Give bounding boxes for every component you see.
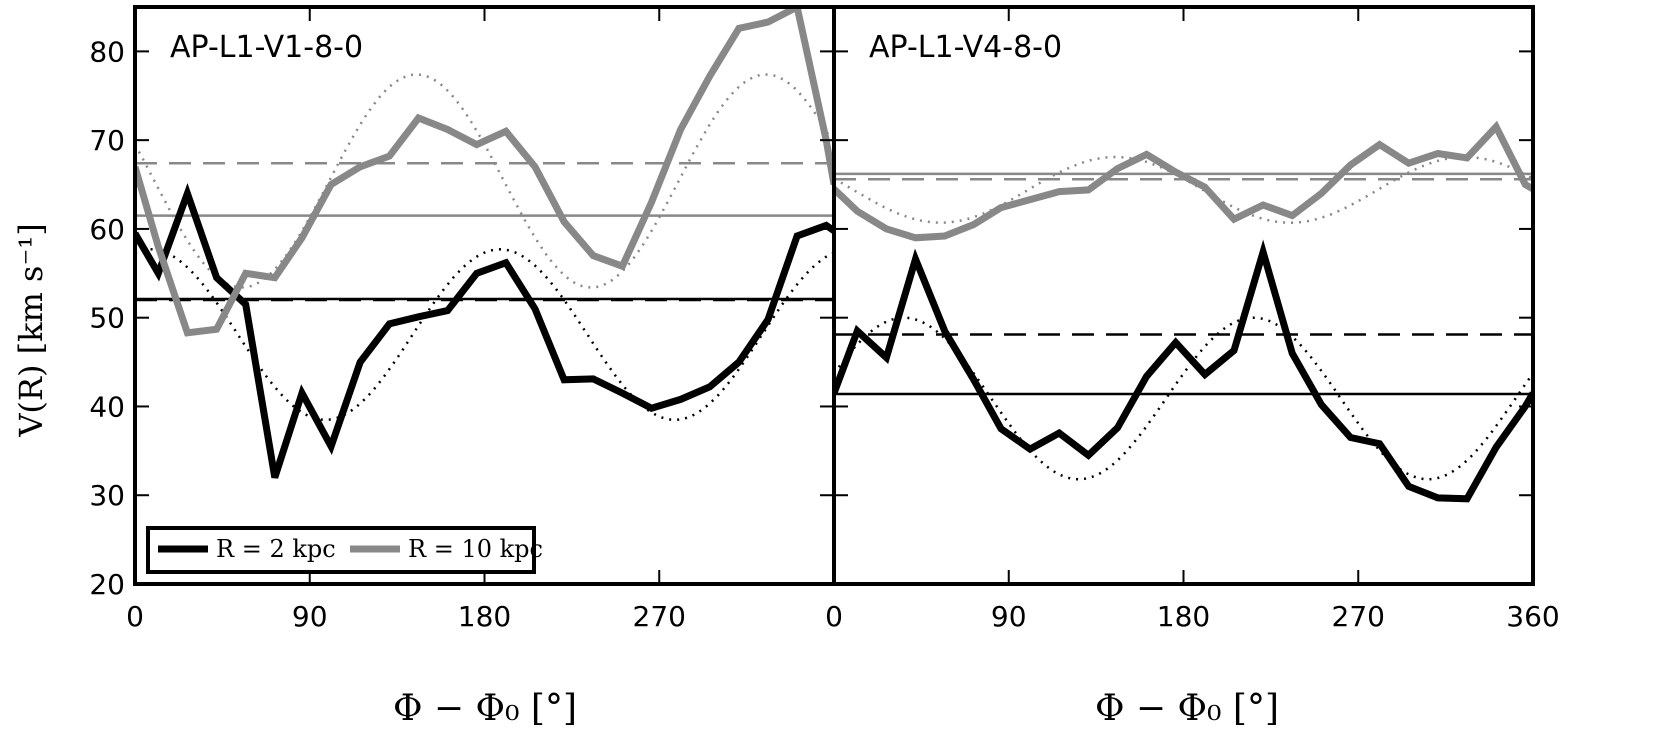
series-line-r2 (834, 239, 1533, 503)
legend-label-r2: R = 2 kpc (216, 535, 336, 563)
y-tick-label: 20 (89, 568, 125, 601)
y-tick-label: 60 (89, 213, 125, 246)
plot-area (135, 7, 834, 479)
y-tick-label: 80 (89, 35, 125, 68)
model-curve (834, 316, 1533, 481)
model-curve (135, 73, 834, 289)
x-tick-label: 180 (1157, 600, 1210, 633)
y-tick-label: 30 (89, 479, 125, 512)
legend-box (146, 526, 536, 574)
x-tick-label: 360 (1506, 600, 1559, 633)
y-tick-label: 50 (89, 302, 125, 335)
x-tick-label: 270 (1332, 600, 1385, 633)
y-tick-label: 40 (89, 390, 125, 423)
model-curve (834, 155, 1533, 224)
model-curve (135, 248, 834, 422)
panel-title: AP-L1-V1-8-0 (170, 30, 363, 65)
x-axis-label-left: Φ − Φ₀ [°] (393, 688, 577, 729)
plot-area (834, 120, 1533, 503)
x-tick-label: 90 (991, 600, 1027, 633)
series-line-r10 (834, 120, 1533, 242)
x-axis-label-right: Φ − Φ₀ [°] (1095, 688, 1279, 729)
series-line-r2 (135, 182, 834, 479)
panel-title: AP-L1-V4-8-0 (869, 30, 1062, 65)
series-line-r10 (135, 7, 834, 337)
legend-label-r10: R = 10 kpc (408, 535, 543, 563)
y-tick-label: 70 (89, 124, 125, 157)
legend: R = 2 kpc R = 10 kpc (146, 526, 543, 574)
x-tick-label: 0 (825, 600, 843, 633)
panel-right: 0 90 180 270 360 AP-L1-V4-8-0 (825, 5, 1560, 633)
x-tick-label: 270 (633, 600, 686, 633)
x-tick-label: 180 (458, 600, 511, 633)
x-tick-label: 90 (292, 600, 328, 633)
y-axis-label: V(R) [km s⁻¹] (12, 223, 50, 437)
axes-frame (832, 5, 1535, 586)
x-tick-label: 0 (126, 600, 144, 633)
